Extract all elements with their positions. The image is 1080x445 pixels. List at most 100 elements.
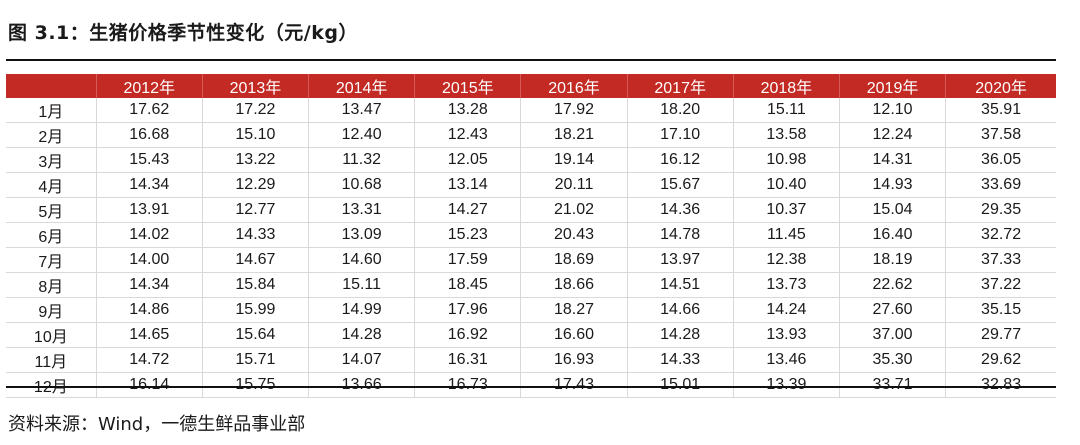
price-cell: 14.07 xyxy=(308,347,416,373)
price-cell: 18.20 xyxy=(627,98,734,123)
price-cell: 35.15 xyxy=(945,297,1056,323)
price-cell: 10.37 xyxy=(733,197,840,223)
price-cell: 33.71 xyxy=(839,372,947,398)
price-cell: 14.36 xyxy=(627,197,734,223)
price-cell: 35.91 xyxy=(945,98,1056,123)
year-header: 2012年 xyxy=(96,74,203,98)
price-cell: 29.62 xyxy=(945,347,1056,373)
price-cell: 18.69 xyxy=(520,247,628,273)
price-cell: 13.39 xyxy=(733,372,840,398)
month-label: 1月 xyxy=(6,98,97,123)
price-cell: 14.34 xyxy=(96,172,203,198)
price-cell: 14.00 xyxy=(96,247,203,273)
table-row: 7月 14.00 14.67 14.60 17.59 18.69 13.97 12.38 18.… xyxy=(6,247,1056,273)
price-cell: 16.68 xyxy=(96,122,203,148)
price-cell: 11.32 xyxy=(308,147,416,173)
price-cell: 16.40 xyxy=(839,222,947,248)
price-cell: 12.10 xyxy=(839,98,947,123)
price-cell: 14.28 xyxy=(627,322,734,348)
price-cell: 14.31 xyxy=(839,147,947,173)
price-cell: 12.38 xyxy=(733,247,840,273)
price-cell: 13.28 xyxy=(414,98,522,123)
price-cell: 14.60 xyxy=(308,247,416,273)
price-cell: 14.02 xyxy=(96,222,203,248)
price-cell: 15.84 xyxy=(202,272,310,298)
year-header: 2014年 xyxy=(308,74,416,98)
price-cell: 16.12 xyxy=(627,147,734,173)
price-cell: 13.31 xyxy=(308,197,416,223)
price-cell: 15.04 xyxy=(839,197,947,223)
table-row: 10月 14.65 15.64 14.28 16.92 16.60 14.28 13.93 37… xyxy=(6,322,1056,348)
price-cell: 17.96 xyxy=(414,297,522,323)
month-label: 3月 xyxy=(6,147,97,173)
price-cell: 16.92 xyxy=(414,322,522,348)
price-cell: 37.00 xyxy=(839,322,947,348)
price-cell: 18.27 xyxy=(520,297,628,323)
price-cell: 12.40 xyxy=(308,122,416,148)
price-cell: 15.23 xyxy=(414,222,522,248)
price-cell: 16.93 xyxy=(520,347,628,373)
price-cell: 21.02 xyxy=(520,197,628,223)
month-label: 12月 xyxy=(6,372,97,398)
table-row: 2月 16.68 15.10 12.40 12.43 18.21 17.10 13.58 12.… xyxy=(6,122,1056,148)
price-cell: 15.11 xyxy=(733,98,840,123)
price-cell: 15.43 xyxy=(96,147,203,173)
header-corner xyxy=(6,74,97,98)
price-cell: 27.60 xyxy=(839,297,947,323)
price-cell: 15.67 xyxy=(627,172,734,198)
price-cell: 16.60 xyxy=(520,322,628,348)
year-header: 2019年 xyxy=(839,74,947,98)
year-header: 2017年 xyxy=(627,74,734,98)
price-cell: 14.67 xyxy=(202,247,310,273)
table-row: 3月 15.43 13.22 11.32 12.05 19.14 16.12 10.98 14.… xyxy=(6,147,1056,173)
figure-title: 图 3.1：生猪价格季节性变化（元/kg） xyxy=(8,22,358,44)
table-row: 1月 17.62 17.22 13.47 13.28 17.92 18.20 15.11 12.… xyxy=(6,98,1056,123)
year-header: 2020年 xyxy=(945,74,1056,98)
price-cell: 32.83 xyxy=(945,372,1056,398)
price-cell: 14.72 xyxy=(96,347,203,373)
price-cell: 14.33 xyxy=(627,347,734,373)
price-cell: 15.99 xyxy=(202,297,310,323)
price-cell: 14.86 xyxy=(96,297,203,323)
price-cell: 14.27 xyxy=(414,197,522,223)
price-cell: 22.62 xyxy=(839,272,947,298)
month-label: 5月 xyxy=(6,197,97,223)
price-cell: 14.33 xyxy=(202,222,310,248)
price-cell: 12.77 xyxy=(202,197,310,223)
price-cell: 14.78 xyxy=(627,222,734,248)
month-label: 10月 xyxy=(6,322,97,348)
year-header: 2018年 xyxy=(733,74,840,98)
price-cell: 13.47 xyxy=(308,98,416,123)
price-cell: 15.11 xyxy=(308,272,416,298)
price-cell: 12.24 xyxy=(839,122,947,148)
price-cell: 20.43 xyxy=(520,222,628,248)
month-label: 11月 xyxy=(6,347,97,373)
price-cell: 17.22 xyxy=(202,98,310,123)
table-row: 9月 14.86 15.99 14.99 17.96 18.27 14.66 14.24 27.… xyxy=(6,297,1056,323)
price-cell: 14.99 xyxy=(308,297,416,323)
price-cell: 13.09 xyxy=(308,222,416,248)
table-row: 6月 14.02 14.33 13.09 15.23 20.43 14.78 11.45 16.… xyxy=(6,222,1056,248)
price-cell: 14.93 xyxy=(839,172,947,198)
price-cell: 36.05 xyxy=(945,147,1056,173)
table-row: 4月 14.34 12.29 10.68 13.14 20.11 15.67 10.40 14.… xyxy=(6,172,1056,198)
price-cell: 15.64 xyxy=(202,322,310,348)
price-cell: 10.68 xyxy=(308,172,416,198)
price-cell: 29.35 xyxy=(945,197,1056,223)
year-header: 2015年 xyxy=(414,74,522,98)
price-cell: 35.30 xyxy=(839,347,947,373)
table-row: 12月16.1415.7513.6616.7317.4315.0113.3933… xyxy=(6,372,1056,398)
table-row: 5月 13.91 12.77 13.31 14.27 21.02 14.36 10.37 15.… xyxy=(6,197,1056,223)
month-label: 6月 xyxy=(6,222,97,248)
price-cell: 13.97 xyxy=(627,247,734,273)
price-cell: 37.33 xyxy=(945,247,1056,273)
month-label: 4月 xyxy=(6,172,97,198)
price-cell: 13.58 xyxy=(733,122,840,148)
price-cell: 17.92 xyxy=(520,98,628,123)
price-cell: 29.77 xyxy=(945,322,1056,348)
month-label: 9月 xyxy=(6,297,97,323)
price-cell: 16.73 xyxy=(414,372,522,398)
source-note: 资料来源：Wind，一德生鲜品事业部 xyxy=(8,414,306,435)
price-cell: 14.66 xyxy=(627,297,734,323)
price-cell: 14.34 xyxy=(96,272,203,298)
